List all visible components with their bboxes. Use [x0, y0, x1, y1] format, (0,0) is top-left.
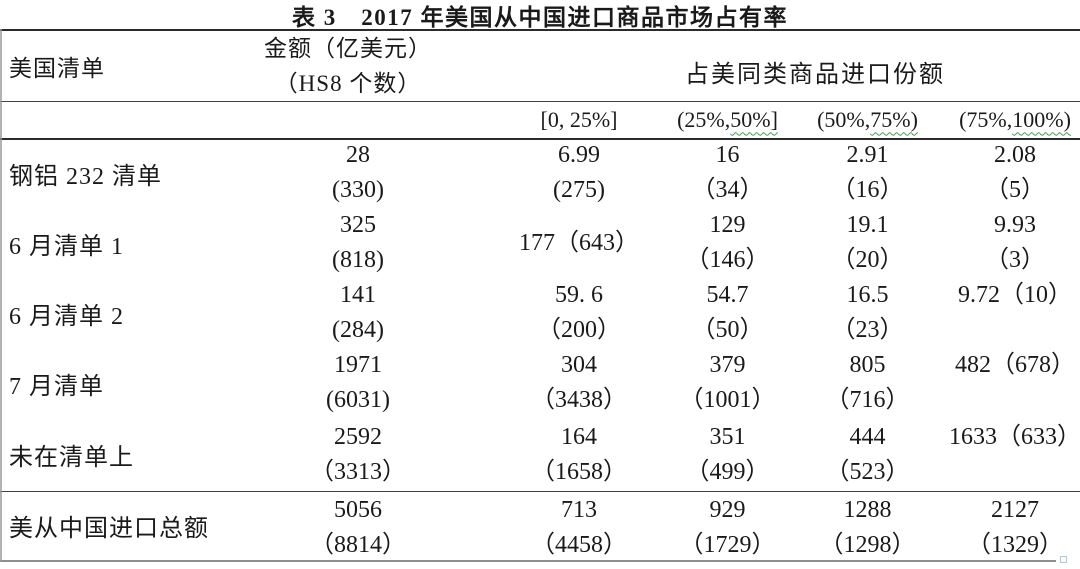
- cell-bin2: 351 （499）: [685, 424, 770, 485]
- cell-amount: 325 (818): [332, 212, 384, 273]
- cell-bin4: 9.72（10）: [958, 282, 1072, 308]
- cell-bin3: 444 （523）: [825, 424, 910, 485]
- cell-amount: 2592 （3313）: [310, 424, 406, 485]
- subheader-bin-50-75: (50%, 75%): [817, 106, 918, 132]
- cell-bin4: 1633（633）: [949, 424, 1080, 450]
- cell-bin4: 2.08 （5）: [985, 142, 1045, 203]
- cell-bin4: 482（678）: [955, 352, 1075, 378]
- subheader-bin-0-25: [0, 25%]: [540, 106, 618, 132]
- row-label-total-imports: 美从中国进口总额: [9, 516, 209, 542]
- rule-bottom: [0, 560, 1056, 562]
- rule-top: [0, 29, 1080, 31]
- cell-bin2: 16 （34）: [691, 142, 764, 203]
- left-edge-line: [0, 29, 2, 562]
- header-amount-line1: 金额（亿美元）: [264, 35, 432, 61]
- table-caption: 表 3 2017 年美国从中国进口商品市场占有率: [292, 4, 788, 30]
- cell-bin1: 304 （3438）: [531, 352, 627, 413]
- row-label-not-on-list: 未在清单上: [9, 445, 134, 471]
- header-us-list: 美国清单: [9, 55, 105, 81]
- subheader-bin-75-100: (75%, 100%): [959, 106, 1071, 132]
- rule-above-total: [0, 491, 1080, 492]
- cell-bin3: 16.5 （23）: [831, 282, 904, 343]
- cell-bin1: 6.99 (275): [553, 142, 605, 203]
- cell-bin2: 379 （1001）: [679, 352, 776, 413]
- header-amount-line2: （HS8 个数）: [274, 70, 422, 96]
- subheader-spacer-2: [228, 101, 488, 138]
- cell-bin3: 19.1 （20）: [831, 212, 904, 273]
- header-amount: 金额（亿美元） （HS8 个数）: [228, 30, 488, 101]
- cell-bin1-total: 713 （4458）: [531, 497, 627, 558]
- cell-bin3-total: 1288 （1298）: [819, 497, 916, 558]
- cell-bin3: 805 （716）: [825, 352, 910, 413]
- cell-amount-total: 5056 （8814）: [310, 497, 406, 558]
- cell-bin2: 54.7 （50）: [691, 282, 764, 343]
- cell-bin3: 2.91 （16）: [831, 142, 904, 203]
- row-label-gangly-232: 钢铝 232 清单: [9, 163, 162, 190]
- cell-amount: 28 (330): [332, 142, 384, 203]
- subheader-bin-25-50: (25%, 50%]: [677, 106, 778, 132]
- rule-under-subheader: [0, 138, 1080, 140]
- data-table: 美国清单 金额（亿美元） （HS8 个数） 占美同类商品进口份额 [0, 25%…: [0, 30, 1080, 560]
- cell-amount: 1971 (6031): [326, 352, 390, 413]
- row-label-june-list-1: 6 月清单 1: [9, 233, 124, 260]
- cell-bin4: 9.93 （3）: [985, 212, 1045, 273]
- cell-bin4-total: 2127 （1329）: [967, 497, 1063, 558]
- cell-bin2-total: 929 （1729）: [679, 497, 776, 558]
- subheader-spacer-1: [0, 101, 228, 138]
- rule-under-header: [0, 101, 1080, 102]
- row-label-june-list-2: 6 月清单 2: [9, 303, 124, 330]
- cell-bin2: 129 （146）: [685, 212, 770, 273]
- resize-handle-square: [1060, 556, 1067, 563]
- cell-bin1: 59. 6 （200）: [537, 282, 621, 343]
- header-share-group: 占美同类商品进口份额: [685, 62, 945, 88]
- cell-bin1: 177（643）: [519, 230, 639, 256]
- row-label-july-list: 7 月清单: [9, 373, 104, 400]
- cell-bin1: 164 （1658）: [531, 424, 627, 485]
- cell-amount: 141 (284): [332, 282, 384, 343]
